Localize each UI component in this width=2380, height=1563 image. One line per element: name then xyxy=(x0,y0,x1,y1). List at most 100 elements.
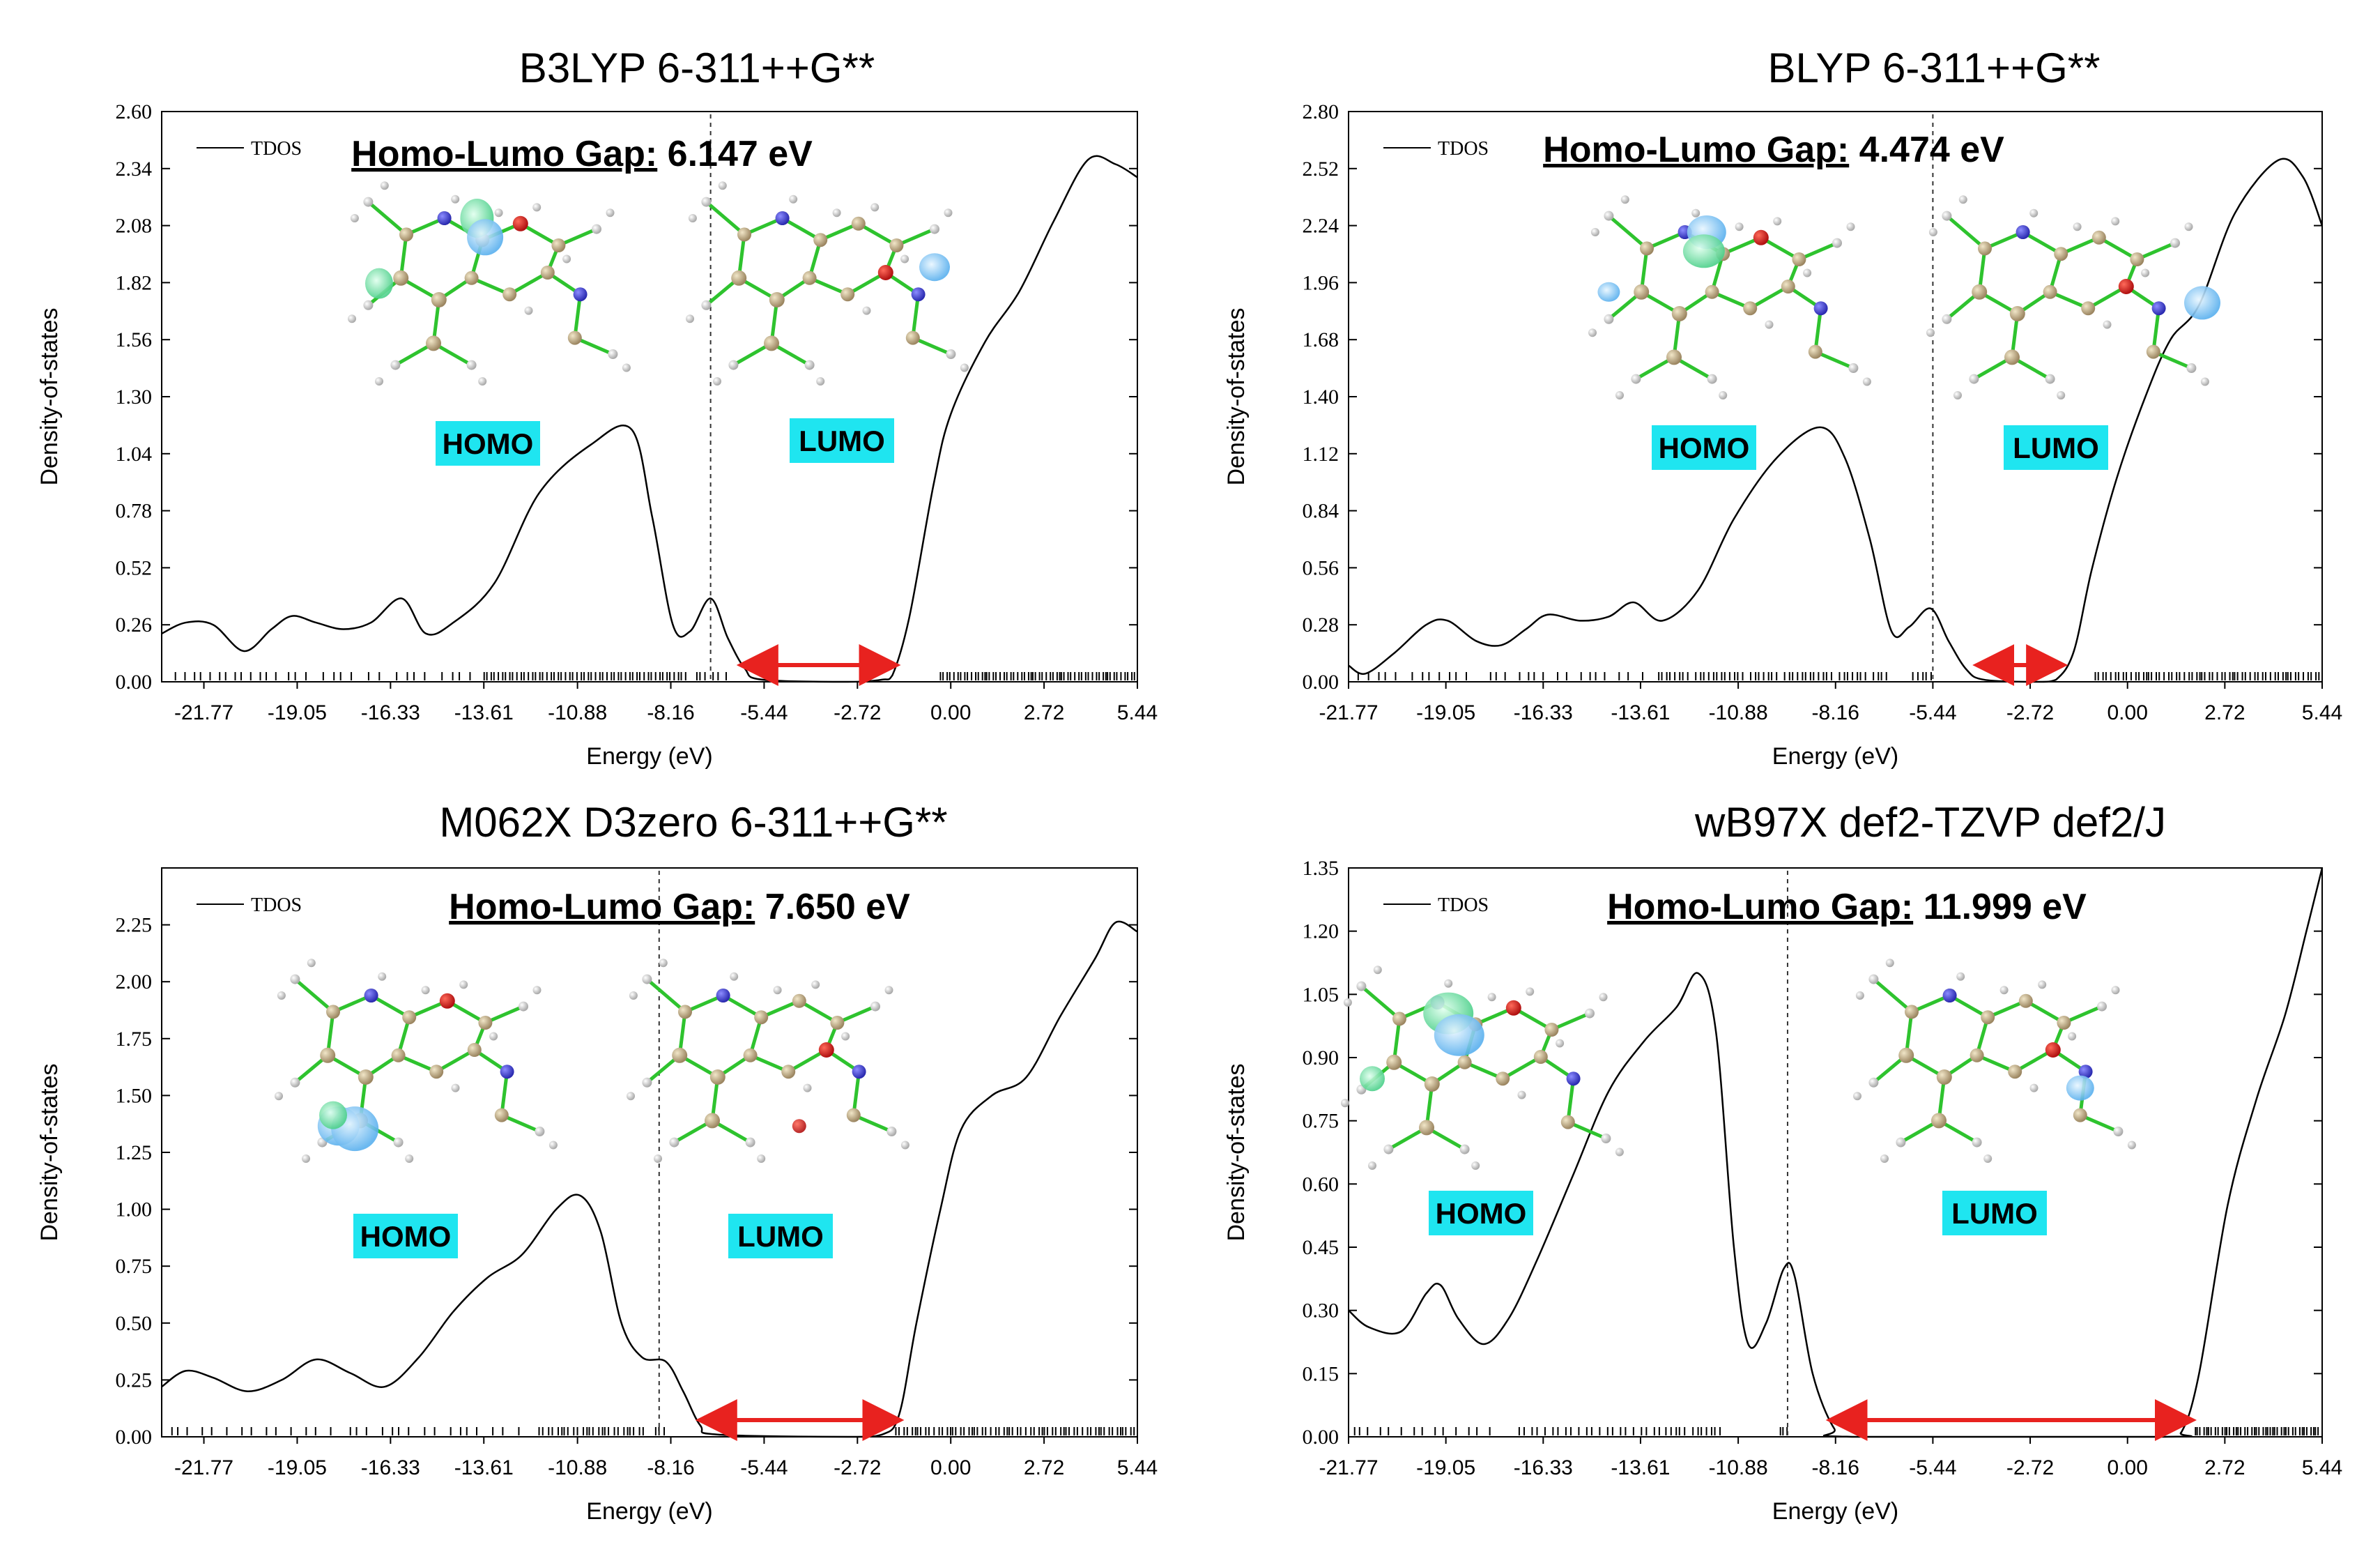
atom xyxy=(654,1154,662,1163)
atom xyxy=(1671,306,1687,321)
atom xyxy=(451,195,460,204)
homo-lumo-gap-annotation: Homo-Lumo Gap: 7.650 eV xyxy=(449,887,910,927)
y-tick-label: 1.30 xyxy=(116,386,153,409)
homo-label: HOMO xyxy=(353,1214,458,1258)
bond xyxy=(508,270,549,296)
atom xyxy=(1885,959,1894,968)
atom xyxy=(567,330,582,345)
bond xyxy=(1813,307,1823,352)
atom xyxy=(2057,1016,2071,1030)
x-tick-label: -2.72 xyxy=(834,1456,881,1479)
atom xyxy=(737,227,751,242)
atom xyxy=(405,1154,414,1163)
y-tick-label: 2.08 xyxy=(116,215,153,238)
molecule-structure xyxy=(1926,195,2220,399)
atom xyxy=(1585,1008,1595,1019)
x-tick-label: -10.88 xyxy=(548,1456,607,1479)
atom xyxy=(1931,1113,1947,1129)
atom xyxy=(1373,966,1382,975)
atom xyxy=(862,306,871,315)
atom xyxy=(686,314,694,323)
atom xyxy=(2111,986,2120,995)
eigenvalue-sticks xyxy=(174,672,1135,680)
x-tick-label: 0.00 xyxy=(930,1456,971,1479)
x-tick-label: -5.44 xyxy=(740,1456,788,1479)
atom xyxy=(464,270,479,285)
atom xyxy=(478,377,487,386)
atom xyxy=(1896,1137,1906,1148)
atom xyxy=(818,1042,834,1058)
lumo-label: LUMO xyxy=(728,1214,833,1258)
atom xyxy=(512,215,528,231)
homo-lumo-gap-annotation: Homo-Lumo Gap: 6.147 eV xyxy=(351,134,813,174)
x-tick-label: -10.88 xyxy=(548,701,607,724)
orbital-lobe xyxy=(1360,1066,1385,1092)
orbital-lobe xyxy=(467,219,504,256)
y-tick-label: 1.25 xyxy=(116,1141,153,1164)
atom xyxy=(380,181,389,190)
orbital-lobe xyxy=(2066,1075,2094,1101)
y-tick-label: 0.26 xyxy=(116,613,153,636)
atom xyxy=(1640,241,1654,256)
atom xyxy=(852,1065,866,1079)
bond xyxy=(1501,1055,1542,1081)
atom xyxy=(540,266,555,280)
atom xyxy=(1953,391,1962,399)
atom xyxy=(622,363,631,372)
x-tick-label: -2.72 xyxy=(2006,1456,2054,1479)
atom xyxy=(1560,1115,1575,1129)
atom xyxy=(519,1001,528,1012)
x-tick-label: 0.00 xyxy=(2108,1456,2148,1479)
atom xyxy=(532,986,542,995)
atom xyxy=(1846,222,1855,231)
orbital-lobe xyxy=(1597,282,1620,302)
atom xyxy=(769,292,785,307)
atom xyxy=(1496,1072,1510,1086)
atom xyxy=(402,1010,417,1025)
atom xyxy=(459,980,468,989)
atom xyxy=(832,208,841,218)
atom xyxy=(1969,374,1979,384)
atom xyxy=(709,1069,725,1085)
atom xyxy=(1601,1134,1611,1143)
atom xyxy=(1898,1047,1914,1063)
atom xyxy=(1753,229,1769,245)
lumo-label-text: LUMO xyxy=(2013,432,2099,464)
atom xyxy=(1707,374,1717,384)
atom xyxy=(467,1043,482,1057)
homo-lumo-gap-annotation: Homo-Lumo Gap: 11.999 eV xyxy=(1607,887,2087,927)
atom xyxy=(2009,306,2025,321)
atom xyxy=(1978,241,1992,256)
gap-prefix: Homo-Lumo Gap: xyxy=(1607,887,1913,927)
lumo-label: LUMO xyxy=(1942,1191,2047,1235)
atom xyxy=(608,349,618,359)
atom xyxy=(1604,211,1614,221)
atom xyxy=(551,238,566,252)
bond xyxy=(1566,1078,1576,1122)
y-tick-label: 1.35 xyxy=(1303,857,1339,880)
atom xyxy=(431,292,447,307)
atom xyxy=(1773,217,1782,226)
bond xyxy=(1945,214,1986,250)
x-tick-label: -13.61 xyxy=(1611,1456,1670,1479)
bond xyxy=(2151,307,2161,352)
x-tick-label: -19.05 xyxy=(268,1456,327,1479)
x-tick-label: -21.77 xyxy=(174,701,233,724)
atom xyxy=(802,270,817,285)
x-tick-label: -19.05 xyxy=(1416,701,1475,724)
plot-frame xyxy=(1348,111,2323,683)
legend-label: TDOS xyxy=(1438,894,1489,916)
y-tick-label: 0.56 xyxy=(1303,556,1339,579)
atom xyxy=(2029,208,2039,218)
atom xyxy=(2057,391,2066,399)
atom xyxy=(2141,268,2150,277)
atom xyxy=(1341,1099,1349,1108)
molecule-structure xyxy=(1588,195,1871,399)
atom xyxy=(701,197,712,207)
y-tick-label: 1.50 xyxy=(116,1084,153,1107)
atom xyxy=(730,972,739,981)
x-tick-label: -19.05 xyxy=(1416,1456,1475,1479)
homo-label-text: HOMO xyxy=(443,427,534,460)
orbital-lobe xyxy=(2184,286,2220,320)
y-tick-label: 1.68 xyxy=(1303,328,1339,351)
